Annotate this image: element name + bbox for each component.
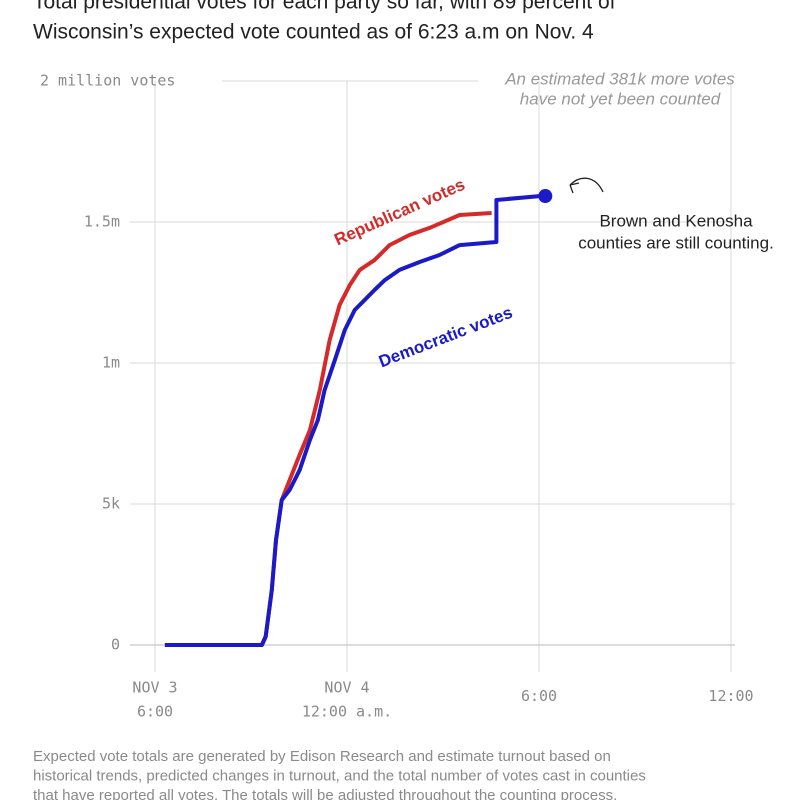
y-tick-label: 1m (102, 354, 120, 372)
arrow (569, 177, 604, 193)
series-line (164, 211, 492, 647)
series-label: Democratic votes (376, 303, 515, 372)
y-tick-label: 5k (102, 495, 120, 513)
chart-title: Wisconsin’s expected vote counted as of … (33, 21, 594, 44)
x-tick-label: 12:00 a.m. (302, 703, 392, 721)
footnote: Expected vote totals are generated by Ed… (33, 748, 611, 765)
arrow-head (569, 182, 580, 194)
annotation: have not yet been counted (520, 89, 721, 108)
annotation: Brown and Kenosha (599, 211, 753, 230)
footnote: that have reported all votes. The totals… (33, 787, 617, 800)
annotation: An estimated 381k more votes (504, 69, 735, 88)
x-tick-label: NOV 4 (324, 679, 369, 697)
x-tick-label: 12:00 (708, 687, 753, 705)
y-tick-label: 1.5m (84, 213, 120, 231)
x-tick-label: NOV 3 (132, 679, 177, 697)
end-dot (538, 189, 553, 204)
plot (164, 189, 553, 647)
x-tick-label: 6:00 (521, 687, 557, 705)
x-tick-label: 6:00 (137, 703, 173, 721)
y-tick-label: 2 million votes (40, 72, 175, 90)
y-tick-label: 0 (111, 636, 120, 654)
annotation: counties are still counting. (578, 233, 774, 252)
footnote: historical trends, predicted changes in … (33, 767, 646, 784)
grid (130, 80, 735, 672)
series-line (164, 194, 540, 647)
chart-title: Total presidential votes for each party … (33, 0, 616, 14)
